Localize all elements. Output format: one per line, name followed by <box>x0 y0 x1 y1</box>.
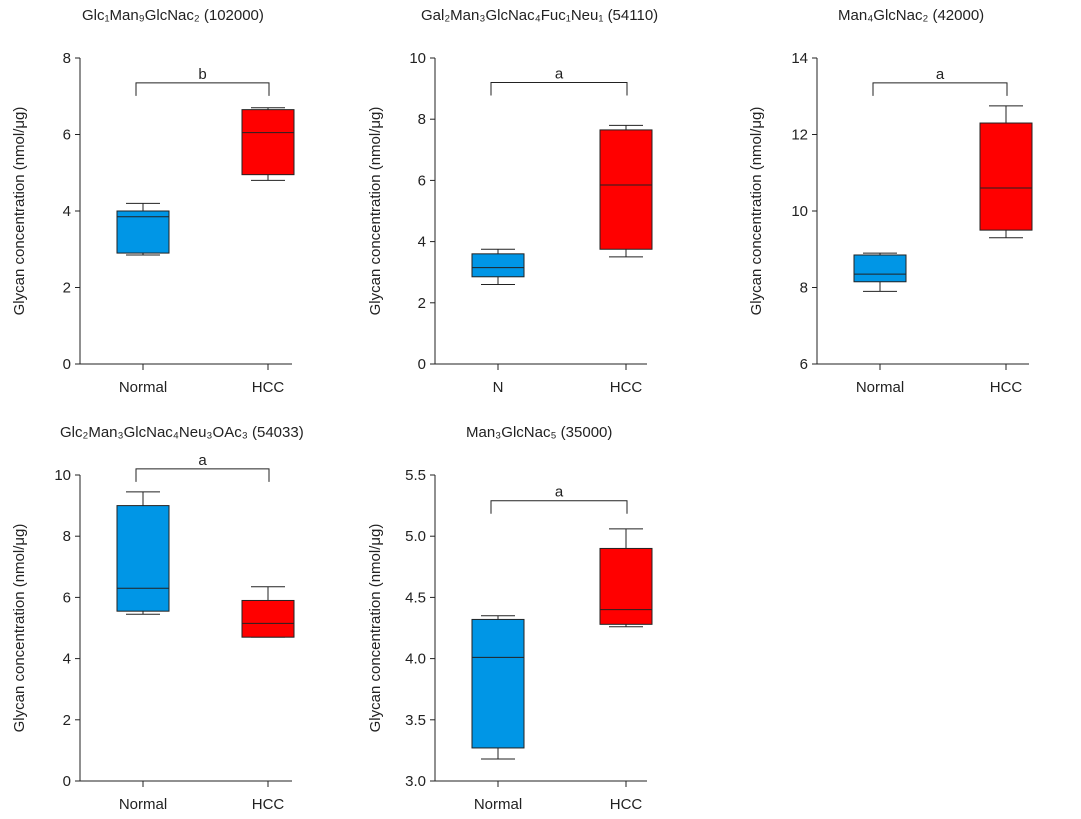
chart-title: Gal₂Man₃GlcNac₄Fuc₁Neu₁ (54110) <box>421 7 658 24</box>
y-tick-label: 8 <box>63 528 71 545</box>
y-tick-label: 0 <box>63 773 71 790</box>
significance-bracket <box>490 500 628 514</box>
box-iqr <box>471 618 525 749</box>
box-iqr <box>241 109 295 176</box>
box-normal <box>116 202 170 256</box>
y-tick-label: 14 <box>791 50 808 67</box>
box-iqr <box>471 253 525 278</box>
box-hcc <box>599 528 653 628</box>
y-axis-label: Glycan concentration (nmol/μg) <box>367 524 384 733</box>
y-tick-label: 8 <box>418 111 426 128</box>
box-iqr <box>599 129 653 250</box>
y-tick-label: 4 <box>63 203 71 220</box>
box-hcc <box>979 105 1033 239</box>
y-tick-label: 10 <box>791 203 808 220</box>
box-iqr <box>853 254 907 283</box>
chart-title: Glc₂Man₃GlcNac₄Neu₃OAc₃ (54033) <box>60 424 304 441</box>
y-tick-label: 6 <box>63 127 71 144</box>
box-hcc <box>599 124 653 258</box>
box-normal <box>471 615 525 760</box>
chart-title: Glc₁Man₉GlcNac₂ (102000) <box>82 7 264 24</box>
y-tick-label: 2 <box>63 280 71 297</box>
box-hcc <box>241 107 295 181</box>
y-tick-label: 10 <box>409 50 426 67</box>
y-tick-label: 6 <box>800 356 808 373</box>
y-tick-label: 0 <box>418 356 426 373</box>
x-tick-label: HCC <box>610 796 643 813</box>
y-axis-label: Glycan concentration (nmol/μg) <box>11 107 28 316</box>
y-tick-label: 10 <box>54 467 71 484</box>
box-hcc <box>241 586 295 638</box>
chart-panel-4: Glc₂Man₃GlcNac₄Neu₃OAc₃ (54033) 0 2 4 6 8 10 Gl… <box>11 424 304 813</box>
x-tick-label: Normal <box>119 379 167 396</box>
chart-panel-1: Glc₁Man₉GlcNac₂ (102000) 0 2 4 6 8 Glycan conc… <box>11 7 295 396</box>
y-tick-label: 3.0 <box>405 773 426 790</box>
y-axis-label: Glycan concentration (nmol/μg) <box>11 524 28 733</box>
significance-label: a <box>555 65 564 82</box>
y-axis-label: Glycan concentration (nmol/μg) <box>367 107 384 316</box>
x-tick-label: HCC <box>990 379 1023 396</box>
significance-label: a <box>555 484 564 501</box>
box-normal <box>116 491 170 615</box>
x-tick-label: HCC <box>252 796 285 813</box>
x-tick-label: HCC <box>252 379 285 396</box>
y-tick-label: 12 <box>791 127 808 144</box>
significance-label: a <box>198 452 207 469</box>
chart-title: Man₄GlcNac₂ (42000) <box>838 7 984 24</box>
y-tick-label: 4.0 <box>405 651 426 668</box>
x-tick-label: Normal <box>856 379 904 396</box>
significance-bracket <box>490 81 628 96</box>
chart-panel-3: Man₄GlcNac₂ (42000) 6 8 10 12 14 Glycan concen… <box>748 7 1033 396</box>
y-tick-label: 5.0 <box>405 528 426 545</box>
box-iqr <box>116 210 170 254</box>
x-tick-label: Normal <box>119 796 167 813</box>
y-axis-label: Glycan concentration (nmol/μg) <box>748 107 765 316</box>
y-tick-label: 0 <box>63 356 71 373</box>
box-iqr <box>979 122 1033 231</box>
y-tick-label: 8 <box>800 280 808 297</box>
y-tick-label: 4 <box>63 651 71 668</box>
x-tick-label: N <box>493 379 504 396</box>
chart-panel-5: Man₃GlcNac₅ (35000) 3.0 3.5 4.0 4.5 5.0 5.5 Gly… <box>367 424 653 813</box>
y-tick-label: 6 <box>63 589 71 606</box>
box-iqr <box>116 505 170 612</box>
box-n <box>471 248 525 285</box>
y-tick-label: 2 <box>418 295 426 312</box>
box-normal <box>853 252 907 292</box>
y-tick-label: 5.5 <box>405 467 426 484</box>
significance-bracket <box>872 82 1008 96</box>
chart-panel-2: Gal₂Man₃GlcNac₄Fuc₁Neu₁ (54110) 0 2 4 6 8 10 Gl… <box>367 7 658 396</box>
y-tick-label: 4 <box>418 234 426 251</box>
significance-label: a <box>936 66 945 83</box>
y-tick-label: 8 <box>63 50 71 67</box>
y-tick-label: 2 <box>63 712 71 729</box>
significance-bracket <box>135 82 270 96</box>
x-tick-label: HCC <box>610 379 643 396</box>
significance-label: b <box>198 66 206 83</box>
box-iqr <box>599 547 653 625</box>
y-tick-label: 4.5 <box>405 589 426 606</box>
significance-bracket <box>135 468 270 482</box>
y-tick-label: 6 <box>418 172 426 189</box>
y-tick-label: 3.5 <box>405 712 426 729</box>
box-iqr <box>241 599 295 638</box>
x-tick-label: Normal <box>474 796 522 813</box>
chart-title: Man₃GlcNac₅ (35000) <box>466 424 612 441</box>
